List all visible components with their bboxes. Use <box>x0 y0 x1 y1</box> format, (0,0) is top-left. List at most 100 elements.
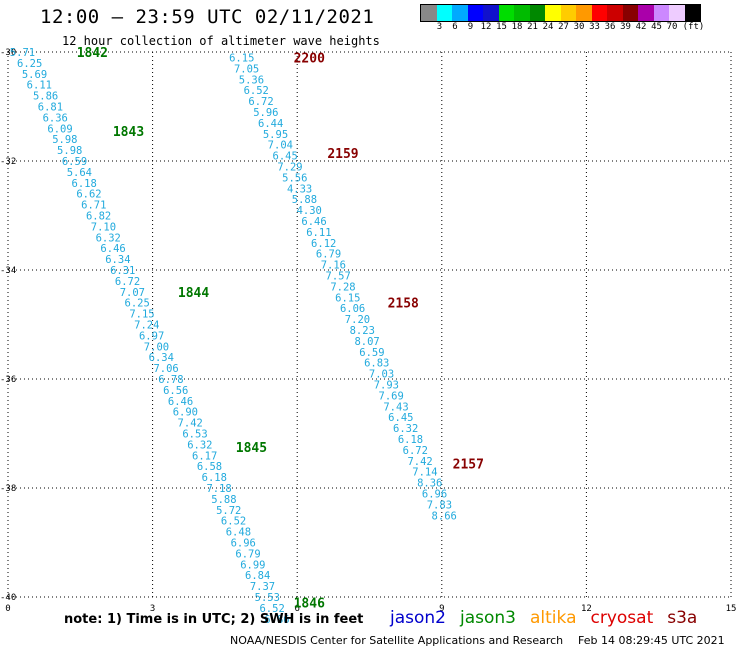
lat-tick-label: -32 <box>0 157 16 167</box>
wave-height-value: 4.33 <box>287 183 312 195</box>
color-swatch <box>529 5 545 21</box>
wave-height-value: 7.07 <box>120 287 145 299</box>
wave-height-value: 6.82 <box>86 211 111 223</box>
wave-height-value: 7.18 <box>206 483 231 495</box>
wave-height-value: 6.56 <box>163 385 188 397</box>
wave-height-value: 5.88 <box>211 494 236 506</box>
satellite-legend-item: cryosat <box>590 608 654 628</box>
color-scale-tick-label: (ft) <box>682 22 705 32</box>
wave-height-value: 6.25 <box>125 298 150 310</box>
satellite-legend: jason2 jason3 altika cryosat s3a <box>390 608 711 628</box>
wave-height-value: 6.72 <box>115 276 140 288</box>
color-swatch <box>514 5 530 21</box>
footer-note: note: 1) Time is in UTC; 2) SWH is in fe… <box>64 612 364 627</box>
wave-height-value: 6.46 <box>100 243 125 255</box>
color-scale-tick-label: 9 <box>467 22 474 32</box>
wave-height-value: 6.32 <box>187 439 212 451</box>
color-scale-tick-label: 70 <box>666 22 678 32</box>
wave-height-value: 6.18 <box>202 472 227 484</box>
wave-height-value: 6.78 <box>158 374 183 386</box>
color-scale-ticks: 3 6 9 12 15 18 21 24 27 30 33 36 39 42 45 70 (ft) <box>420 22 740 34</box>
pass-time-label: 2159 <box>327 147 358 162</box>
wave-height-value: 5.64 <box>67 167 92 179</box>
wave-height-value: 6.25 <box>17 58 42 70</box>
color-swatch <box>653 5 669 21</box>
wave-height-value: 6.72 <box>248 96 273 108</box>
color-swatch <box>467 5 483 21</box>
wave-height-value: 6.18 <box>398 434 423 446</box>
color-scale-tick-label: 39 <box>620 22 631 32</box>
axis-tick-labels: 0 3 6 9 12 15 -30 -32 -34 -36 -38 -40 <box>0 48 736 614</box>
wave-height-value: 6.84 <box>245 570 270 582</box>
wave-height-value: 6.46 <box>301 216 326 228</box>
lat-tick-label: -34 <box>0 266 16 276</box>
wave-height-value: 7.10 <box>91 221 116 233</box>
wave-height-value: 8.66 <box>432 510 457 522</box>
wave-height-value: 6.52 <box>259 603 284 615</box>
wave-height-value: 6.34 <box>105 254 130 266</box>
color-swatch <box>638 5 654 21</box>
wave-height-value: 7.42 <box>407 456 432 468</box>
color-scale-tick-label: 3 <box>436 22 443 32</box>
pass-time-label: 1845 <box>236 441 267 456</box>
wave-height-value: 5.98 <box>52 134 77 146</box>
wave-height-value: 7.05 <box>234 63 259 75</box>
wave-height-value: 7.28 <box>330 281 355 293</box>
color-scale-tick-label: 30 <box>573 22 585 32</box>
wave-height-value: 6.83 <box>364 358 389 370</box>
wave-height-value: 4.30 <box>297 205 322 217</box>
wave-height-value: 6.59 <box>359 347 384 359</box>
lon-tick-label: 0 <box>5 604 10 614</box>
lat-tick-label: -36 <box>0 375 16 385</box>
wave-height-value: 6.15 <box>229 52 254 64</box>
wave-height-value: 7.42 <box>178 418 203 430</box>
satellite-legend-item: jason3 <box>460 608 516 628</box>
wave-height-value: 5.71 <box>10 47 35 59</box>
wave-height-value: 6.52 <box>221 516 246 528</box>
pass-time-label: 2158 <box>388 297 419 312</box>
satellite-legend-item: altika <box>530 608 577 628</box>
color-swatch <box>436 5 452 21</box>
wave-height-value: 5.98 <box>57 145 82 157</box>
color-swatch <box>622 5 638 21</box>
wave-height-value: 7.57 <box>326 270 351 282</box>
wave-height-value: 6.31 <box>110 265 135 277</box>
color-scale-tick-label: 15 <box>496 22 507 32</box>
wave-height-value: 6.90 <box>173 407 198 419</box>
pass-time-label: 2200 <box>294 51 325 66</box>
color-scale-tick-label: 6 <box>452 22 458 32</box>
wave-height-value: 7.37 <box>250 581 275 593</box>
pass-time-label: 1844 <box>178 286 209 301</box>
wave-height-value: 6.32 <box>393 423 418 435</box>
wave-height-value: 6.58 <box>197 461 222 473</box>
wave-height-value: 6.46 <box>168 396 193 408</box>
wave-height-value: 7.04 <box>268 140 293 152</box>
color-swatch <box>576 5 592 21</box>
wave-height-value: 7.69 <box>379 390 404 402</box>
color-swatch <box>607 5 623 21</box>
wave-height-value: 6.81 <box>38 102 63 114</box>
color-scale-tick-label: 24 <box>542 22 554 32</box>
wave-height-values: 5.716.255.696.115.866.816.366.095.985.98… <box>10 47 457 626</box>
generation-timestamp: Feb 14 08:29:45 UTC 2021 <box>578 634 725 647</box>
lon-tick-label: 6 <box>294 604 299 614</box>
wave-height-value: 6.96 <box>231 538 256 550</box>
wave-height-value: 6.34 <box>149 352 174 364</box>
wave-height-value: 6.09 <box>47 123 72 135</box>
lon-tick-label: 15 <box>726 604 737 614</box>
wave-height-value: 6.17 <box>192 450 217 462</box>
wave-height-value: 8.23 <box>350 325 375 337</box>
color-swatch <box>669 5 685 21</box>
wave-height-value: 7.29 <box>277 161 302 173</box>
color-swatch <box>591 5 607 21</box>
wave-height-value: 6.71 <box>81 200 106 212</box>
wave-height-value: 6.45 <box>388 412 413 424</box>
color-scale-tick-label: 18 <box>511 22 523 32</box>
wave-height-value: 5.36 <box>239 74 264 86</box>
wave-height-value: 6.79 <box>316 249 341 261</box>
color-scale-tick-label: 33 <box>589 22 600 32</box>
pass-time-labels: 1842 1843 1844 1845 1846 2200 2159 2158 2157 <box>77 46 484 611</box>
wave-height-value: 7.93 <box>374 379 399 391</box>
color-swatch <box>560 5 576 21</box>
